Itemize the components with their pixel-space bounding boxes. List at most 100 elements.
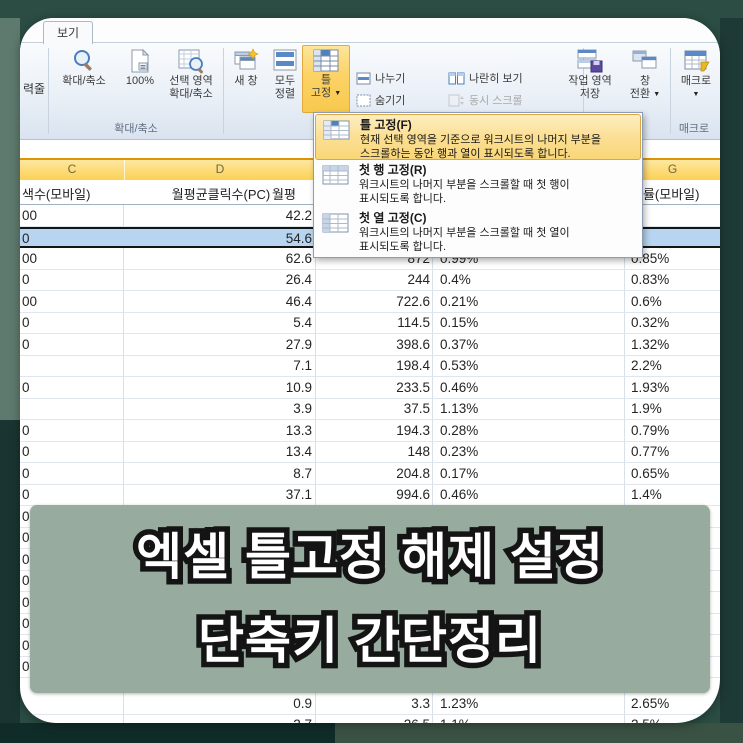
column-header-d[interactable]: D [215,162,225,176]
zoom-button[interactable]: 확대/축소 [50,46,118,112]
cell-d[interactable]: 26.4 [285,272,312,287]
menu-item-freeze-top-row[interactable]: 첫 행 고정(R) 워크시트의 나머지 부분을 스크롤할 때 첫 행이 표시되도… [315,160,641,208]
cell-d[interactable]: 13.3 [285,422,312,438]
cell-c[interactable]: 0 [22,551,30,567]
cell-d[interactable]: 3.9 [293,401,312,416]
table-row[interactable]: 0 26.4 244 0.4% 0.83% [20,269,720,291]
cell-f[interactable]: 0.37% [440,336,479,352]
cell-f[interactable]: 1.23% [440,695,479,711]
cell-e[interactable]: 37.5 [403,401,430,416]
cell-d[interactable]: 13.4 [285,444,312,459]
table-row[interactable]: 2.7 26.5 1.1% 2.5% [20,714,720,723]
cell-f[interactable]: 0.53% [440,358,479,373]
cell-f[interactable]: 0.46% [440,487,479,502]
hide-button[interactable]: 숨기기 [356,90,405,110]
cell-c[interactable]: 0 [22,422,30,438]
cell-d[interactable]: 7.1 [293,358,312,373]
cell-g[interactable]: 1.93% [631,379,670,395]
label-cell-e-partial[interactable]: 월평 [272,187,296,202]
label-cell-c[interactable]: 색수(모바일) [22,187,91,202]
cell-e[interactable]: 114.5 [397,315,430,330]
cell-e[interactable]: 722.6 [396,293,430,309]
cell-c[interactable]: 0 [22,508,30,524]
arrange-all-button[interactable]: 모두 정렬 [268,46,302,112]
cell-g[interactable]: 2.65% [631,695,670,711]
table-row[interactable]: 7.1 198.4 0.53% 2.2% [20,355,720,377]
cell-f[interactable]: 1.1% [440,717,560,723]
cell-c[interactable]: 0 [22,444,30,459]
cell-g[interactable]: 2.2% [631,358,662,373]
cell-g[interactable]: 2.5% [631,717,719,723]
cell-e[interactable]: 398.6 [396,336,430,352]
cell-f[interactable]: 0.46% [440,379,479,395]
cell-e[interactable]: 194.3 [396,422,430,438]
table-row[interactable]: 0 10.9 233.5 0.46% 1.93% [20,377,720,399]
freeze-panes-button[interactable]: 틀 고정 ▼ [302,45,350,113]
switch-windows-button[interactable]: 창 전환 ▼ [624,46,666,112]
table-row[interactable]: 3.9 37.5 1.13% 1.9% [20,398,720,420]
view-side-by-side-button[interactable]: 나란히 보기 [448,68,523,88]
table-row[interactable]: 0 5.4 114.5 0.15% 0.32% [20,312,720,334]
cell-g[interactable]: 0.65% [631,465,670,481]
cell-f[interactable]: 0.23% [440,444,479,459]
label-cell-d[interactable]: 월평균클릭수(PC) [171,187,271,202]
zoom-to-selection-button[interactable]: 선택 영역 확대/축소 [160,46,222,112]
cell-d[interactable]: 8.7 [293,465,312,481]
table-row[interactable]: 0 27.9 398.6 0.37% 1.32% [20,334,720,356]
save-workspace-button[interactable]: 작업 영역 저장 [558,46,622,112]
cell-e[interactable]: 198.4 [396,358,430,373]
table-row[interactable]: 0.9 3.3 1.23% 2.65% [20,693,720,715]
cell-c[interactable]: 0 [22,465,30,481]
cell-g[interactable]: 0.79% [631,422,670,438]
cell-e[interactable]: 148 [407,444,430,459]
new-window-button[interactable]: 새 창 [226,46,266,112]
cell-c[interactable]: 0 [22,659,30,674]
cell-d[interactable]: 27.9 [285,336,312,352]
cell-e[interactable]: 244 [407,272,430,287]
menu-item-freeze-first-column[interactable]: 첫 열 고정(C) 워크시트의 나머지 부분을 스크롤할 때 첫 열이 표시되도… [315,208,641,256]
menu-item-freeze-panes[interactable]: 틀 고정(F) 현재 선택 영역을 기준으로 워크시트의 나머지 부분을 스크롤… [315,114,641,160]
cell-d[interactable]: 37.1 [285,487,312,502]
cell-f[interactable]: 0.28% [440,422,479,438]
cell-e[interactable]: 994.6 [396,487,430,502]
cell-d[interactable]: 54.6 [285,231,312,246]
cell-g[interactable]: 1.32% [631,336,670,352]
cell-e[interactable]: 3.3 [411,695,430,711]
cell-g[interactable]: 1.9% [631,401,662,416]
cell-d[interactable]: 42.2 [285,207,312,223]
cell-d[interactable]: 10.9 [285,379,312,395]
label-cell-g-partial[interactable]: 릭률(모바일) [631,187,700,202]
cell-f[interactable]: 0.4% [440,272,471,287]
cell-f[interactable]: 0.15% [440,315,479,330]
cell-c[interactable]: 00 [22,207,38,223]
zoom-100-button[interactable]: 100% [120,46,160,112]
cell-c[interactable]: 0 [22,315,30,330]
column-header-g[interactable]: G [667,162,678,176]
macros-button[interactable]: 매크로 ▼ [674,46,718,112]
table-row[interactable]: 0 8.7 204.8 0.17% 0.65% [20,463,720,485]
cell-c[interactable]: 00 [22,250,38,266]
table-row[interactable]: 0 13.4 148 0.23% 0.77% [20,441,720,463]
cell-c[interactable]: 0 [22,594,30,610]
cell-c[interactable]: 0 [22,272,30,287]
cell-d[interactable]: 2.7 [124,717,312,723]
table-row[interactable]: 00 46.4 722.6 0.21% 0.6% [20,291,720,313]
table-row[interactable]: 0 13.3 194.3 0.28% 0.79% [20,420,720,442]
cell-g[interactable]: 0.77% [631,444,670,459]
cell-d[interactable]: 5.4 [293,315,312,330]
cell-c[interactable]: 0 [22,637,30,653]
cell-d[interactable]: 0.9 [293,695,312,711]
cell-e[interactable]: 204.8 [396,465,430,481]
cell-d[interactable]: 46.4 [285,293,312,309]
cell-f[interactable]: 1.13% [440,401,479,416]
column-header-c[interactable]: C [67,162,77,176]
cell-f[interactable]: 0.17% [440,465,479,481]
tab-view[interactable]: 보기 [43,21,93,44]
formula-bar-checkbox-label-partial[interactable]: 력줄 [23,82,46,96]
cell-e[interactable]: 233.5 [396,379,430,395]
cell-c[interactable]: 0 [22,336,30,352]
cell-g[interactable]: 0.6% [631,293,662,309]
cell-c[interactable]: 0 [22,487,30,502]
cell-c[interactable]: 0 [22,616,30,631]
cell-g[interactable]: 1.4% [631,487,662,502]
